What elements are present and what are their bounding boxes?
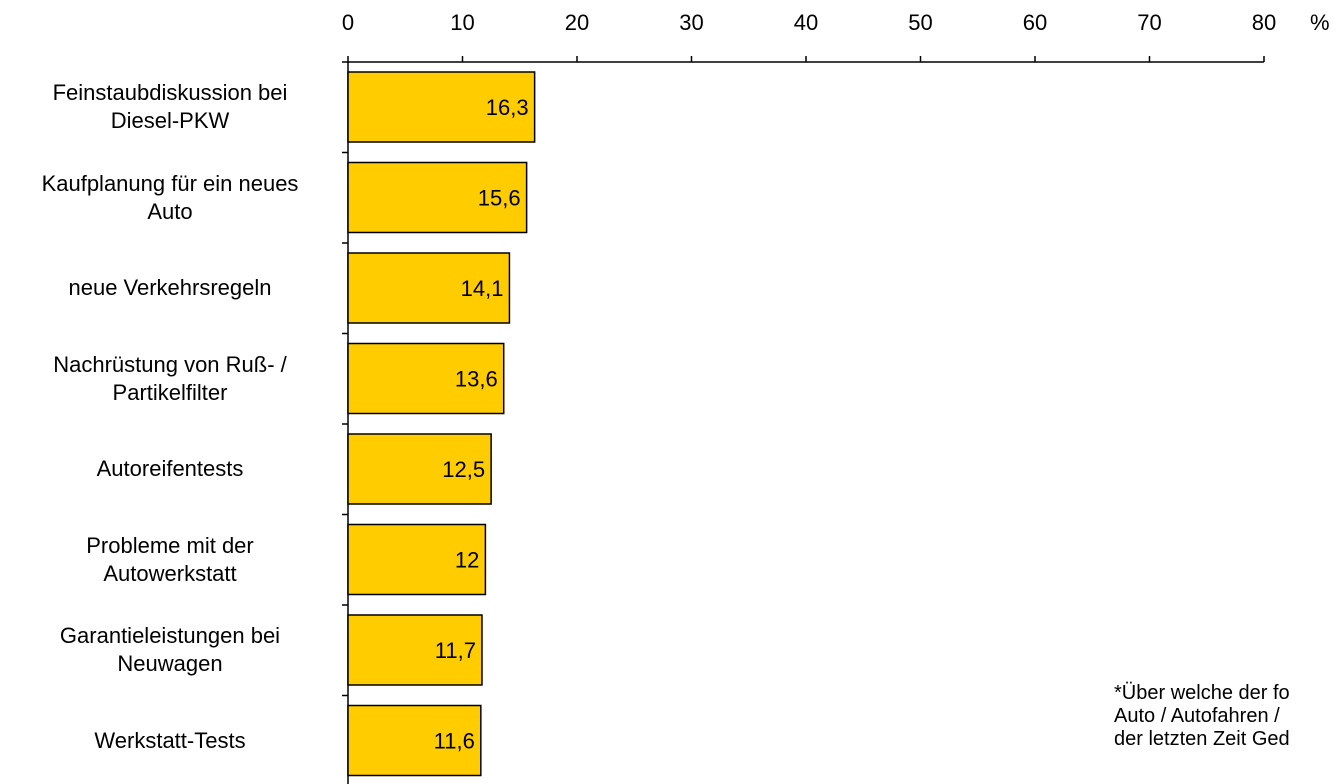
category-label-line: Diesel-PKW [110,108,230,133]
category-label-line: Kaufplanung für ein neues [41,170,299,196]
category-label: Nachrüstung von Ruß- / Partikelfilter [10,351,330,407]
bar [347,161,528,234]
bar [347,342,505,415]
category-label: Kaufplanung für ein neues Auto [10,170,330,226]
unit-label: % [1310,10,1330,35]
bar [347,252,511,324]
bar-value-label: 13,6 [455,367,498,392]
x-tick-label: 40 [794,10,818,35]
category-label-line: Garantieleistungen bei [59,623,281,648]
category-label-line: Auto [147,198,193,224]
category-label: Autoreifentests [10,455,330,483]
category-label-line: Partikelfilter [112,379,228,405]
bar-value-label: 12 [455,548,479,573]
bar-value-label: 11,6 [434,729,475,754]
category-label-line: Probleme mit der [86,532,254,558]
category-label: Werkstatt-Tests [10,727,330,755]
category-label: neue Verkehrsregeln [10,274,330,302]
bar-value-label: 15,6 [478,186,521,211]
x-tick-label: 60 [1023,10,1047,35]
category-label: Probleme mit der Autowerkstatt [10,532,330,588]
x-tick-label: 50 [908,10,932,35]
category-label-line: Autoreifentests [96,456,244,481]
category-label-line: Nachrüstung von Ruß- / [53,351,287,377]
bar-value-label: 14,1 [461,276,504,301]
category-label: Garantieleistungen bei Neuwagen [10,622,330,678]
bar-value-label: 11,7 [435,638,476,663]
category-label-line: Autowerkstatt [103,560,237,586]
category-label: Feinstaubdiskussion bei Diesel-PKW [10,79,330,135]
bars: 16,3 15,6 14,1 13,6 12,5 12 11,7 11,6 [347,71,536,777]
x-tick-label: 0 [342,10,354,35]
x-axis: 0 10 20 30 40 50 60 70 80 [342,10,1276,63]
category-label-line: Feinstaubdiskussion bei [52,80,288,105]
bar-value-label: 16,3 [486,95,529,120]
x-tick-label: 80 [1252,10,1276,35]
bar [347,523,487,596]
x-tick-label: 70 [1137,10,1161,35]
bar-value-label: 12,5 [442,457,485,482]
footnote: *Über welche der fo Auto / Autofahren / … [1114,682,1290,750]
x-tick-label: 10 [450,10,474,35]
bar [347,433,492,505]
x-tick-label: 20 [565,10,589,35]
x-tick-label: 30 [679,10,703,35]
category-label-line: Neuwagen [117,651,223,676]
y-axis [342,61,349,784]
category-label-line: Werkstatt-Tests [94,727,246,753]
bar [347,614,483,686]
bar [347,704,482,777]
bar [347,71,536,143]
category-label-line: neue Verkehrsregeln [68,275,272,300]
